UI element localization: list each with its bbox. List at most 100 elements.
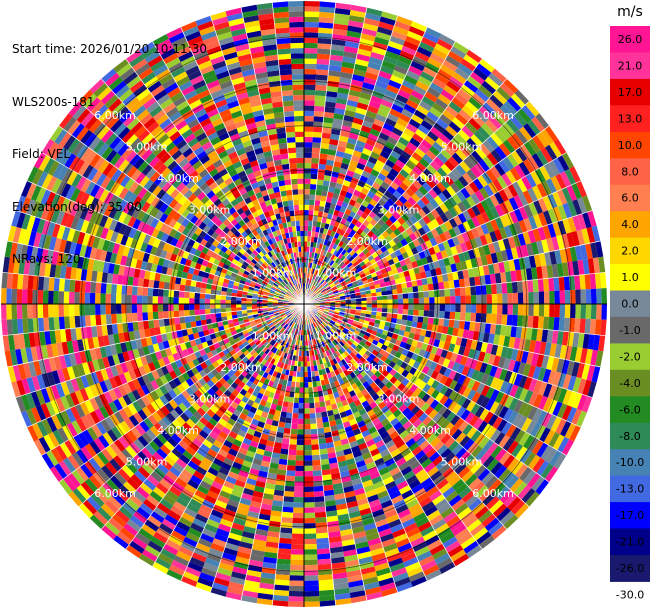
velocity-gate [522, 315, 529, 328]
velocity-gate [402, 420, 413, 430]
velocity-gate [280, 448, 289, 455]
velocity-gate [355, 460, 366, 468]
velocity-gate [417, 454, 429, 465]
velocity-gate [340, 346, 346, 353]
velocity-gate [311, 444, 320, 451]
velocity-gate [427, 317, 434, 325]
velocity-gate [523, 339, 531, 352]
velocity-gate [582, 333, 590, 349]
velocity-gate [537, 316, 544, 330]
velocity-gate [281, 511, 294, 518]
velocity-gate [391, 333, 399, 340]
velocity-gate [301, 340, 304, 346]
velocity-gate [458, 420, 469, 433]
velocity-gate [452, 327, 459, 337]
velocity-gate [293, 491, 304, 498]
velocity-gate [350, 521, 364, 529]
velocity-gate [194, 298, 200, 304]
velocity-gate [340, 352, 347, 359]
velocity-gate [394, 323, 402, 330]
velocity-gate [598, 335, 606, 352]
velocity-gate [304, 523, 316, 529]
velocity-gate [513, 481, 528, 497]
velocity-gate [362, 451, 372, 461]
velocity-gate [359, 329, 366, 335]
velocity-gate [459, 435, 471, 448]
velocity-gate [447, 326, 454, 336]
velocity-gate [310, 334, 314, 340]
velocity-gate [477, 351, 486, 363]
velocity-gate [561, 359, 570, 375]
velocity-gate [415, 516, 430, 528]
velocity-gate [320, 316, 326, 321]
velocity-gate [415, 422, 426, 433]
velocity-gate [485, 386, 495, 399]
velocity-gate [371, 339, 379, 346]
velocity-gate [311, 376, 317, 382]
velocity-gate [506, 440, 519, 455]
velocity-gate [363, 434, 373, 443]
velocity-gate [391, 313, 398, 319]
velocity-gate [368, 542, 384, 552]
velocity-gate [330, 347, 336, 354]
velocity-gate [147, 311, 154, 321]
velocity-gate [296, 366, 301, 372]
velocity-gate [110, 304, 117, 315]
velocity-gate [337, 406, 346, 414]
velocity-gate [147, 304, 153, 313]
velocity-gate [352, 531, 367, 540]
velocity-gate [304, 491, 315, 498]
velocity-gate [356, 359, 364, 367]
velocity-gate [443, 511, 458, 524]
velocity-gate [142, 287, 149, 296]
velocity-gate [521, 350, 529, 364]
velocity-gate [329, 541, 343, 549]
velocity-gate [427, 539, 443, 551]
velocity-gate [339, 340, 345, 347]
velocity-gate [452, 523, 467, 537]
velocity-gate [392, 304, 398, 309]
velocity-gate [335, 418, 343, 426]
velocity-gate [215, 299, 221, 304]
velocity-gate [318, 318, 323, 324]
velocity-gate [189, 298, 195, 304]
velocity-gate [389, 404, 399, 414]
velocity-gate [329, 462, 339, 470]
velocity-gate [399, 429, 410, 440]
velocity-gate [327, 349, 333, 356]
velocity-gate [553, 452, 567, 469]
velocity-gate [397, 304, 404, 310]
velocity-gate [486, 442, 499, 456]
velocity-gate [490, 461, 503, 476]
velocity-gate [311, 317, 315, 323]
velocity-gate [403, 556, 419, 568]
velocity-gate [465, 494, 479, 507]
velocity-gate [455, 304, 461, 313]
velocity-gate [548, 316, 555, 331]
velocity-gate [157, 311, 164, 320]
velocity-gate [348, 345, 355, 352]
velocity-gate [527, 437, 540, 452]
velocity-gate [403, 356, 412, 365]
velocity-gate [480, 342, 488, 353]
velocity-gate [329, 546, 344, 554]
velocity-gate [325, 332, 331, 338]
velocity-gate [475, 313, 482, 323]
velocity-gate [362, 479, 374, 488]
velocity-gate [398, 403, 408, 413]
velocity-gate [331, 340, 337, 347]
velocity-gate [507, 410, 519, 425]
velocity-gate [152, 296, 158, 304]
velocity-gate [558, 317, 565, 332]
velocity-gate [494, 391, 505, 404]
velocity-gate [333, 338, 339, 345]
velocity-gate [347, 320, 353, 326]
velocity-gate [321, 411, 328, 418]
velocity-gate [360, 310, 367, 314]
velocity-gate [418, 496, 432, 508]
velocity-gate [443, 397, 453, 409]
velocity-gate [84, 315, 91, 327]
velocity-gate [456, 363, 465, 375]
velocity-gate [321, 469, 331, 476]
velocity-gate [304, 470, 313, 477]
